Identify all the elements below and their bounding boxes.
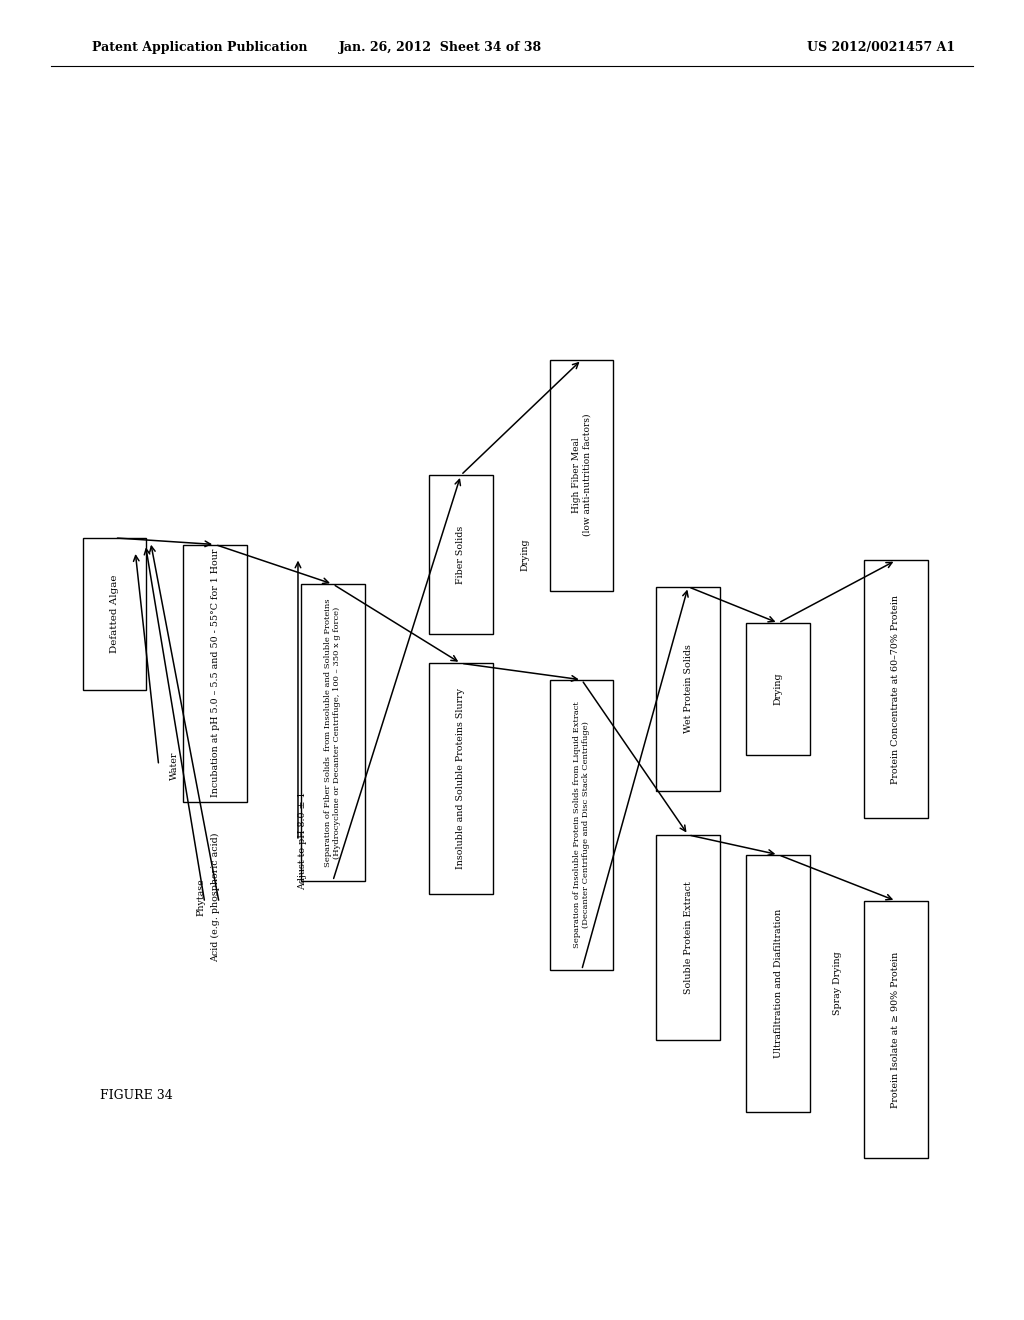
- FancyBboxPatch shape: [550, 680, 613, 970]
- Text: Phytase: Phytase: [197, 879, 206, 916]
- FancyBboxPatch shape: [550, 359, 613, 591]
- Text: Protein Concentrate at 60–70% Protein: Protein Concentrate at 60–70% Protein: [892, 594, 900, 784]
- Text: Fiber Solids: Fiber Solids: [457, 525, 465, 583]
- FancyBboxPatch shape: [83, 539, 146, 689]
- FancyBboxPatch shape: [183, 545, 247, 803]
- Text: Acid (e.g. phosphoric acid): Acid (e.g. phosphoric acid): [211, 833, 220, 962]
- Text: Incubation at pH 5.0 – 5.5 and 50 - 55°C for 1 Hour: Incubation at pH 5.0 – 5.5 and 50 - 55°C…: [211, 549, 219, 797]
- Text: Adjust to pH 8.0 ± 1: Adjust to pH 8.0 ± 1: [298, 792, 307, 890]
- Text: Protein Isolate at ≥ 90% Protein: Protein Isolate at ≥ 90% Protein: [892, 952, 900, 1107]
- FancyBboxPatch shape: [301, 583, 365, 882]
- Text: Water: Water: [170, 751, 178, 780]
- Text: Patent Application Publication: Patent Application Publication: [92, 41, 307, 54]
- Text: US 2012/0021457 A1: US 2012/0021457 A1: [807, 41, 954, 54]
- Text: FIGURE 34: FIGURE 34: [100, 1089, 173, 1102]
- Text: Separation of Fiber Solids  from Insoluble and Soluble Proteins
(Hydrocyclone or: Separation of Fiber Solids from Insolubl…: [325, 598, 341, 867]
- FancyBboxPatch shape: [429, 663, 493, 895]
- Text: Defatted Algae: Defatted Algae: [111, 574, 119, 653]
- FancyBboxPatch shape: [864, 900, 928, 1159]
- FancyBboxPatch shape: [746, 623, 810, 755]
- Text: Drying: Drying: [774, 673, 782, 705]
- Text: Ultrafiltration and Diafiltration: Ultrafiltration and Diafiltration: [774, 908, 782, 1059]
- FancyBboxPatch shape: [656, 586, 720, 792]
- Text: Insoluble and Soluble Proteins Slurry: Insoluble and Soluble Proteins Slurry: [457, 688, 465, 870]
- Text: Jan. 26, 2012  Sheet 34 of 38: Jan. 26, 2012 Sheet 34 of 38: [339, 41, 542, 54]
- FancyBboxPatch shape: [746, 855, 810, 1111]
- FancyBboxPatch shape: [864, 561, 928, 818]
- FancyBboxPatch shape: [429, 475, 493, 634]
- Text: Spray Drying: Spray Drying: [834, 952, 842, 1015]
- Text: Wet Protein Solids: Wet Protein Solids: [684, 644, 692, 734]
- Text: Separation of Insoluble Protein Solids from Liquid Extract
(Decanter Centrifuge : Separation of Insoluble Protein Solids f…: [573, 702, 590, 948]
- FancyBboxPatch shape: [656, 836, 720, 1040]
- Text: Soluble Protein Extract: Soluble Protein Extract: [684, 880, 692, 994]
- Text: Drying: Drying: [521, 539, 529, 570]
- Text: High Fiber Meal
(low anti-nutrition factors): High Fiber Meal (low anti-nutrition fact…: [572, 414, 591, 536]
